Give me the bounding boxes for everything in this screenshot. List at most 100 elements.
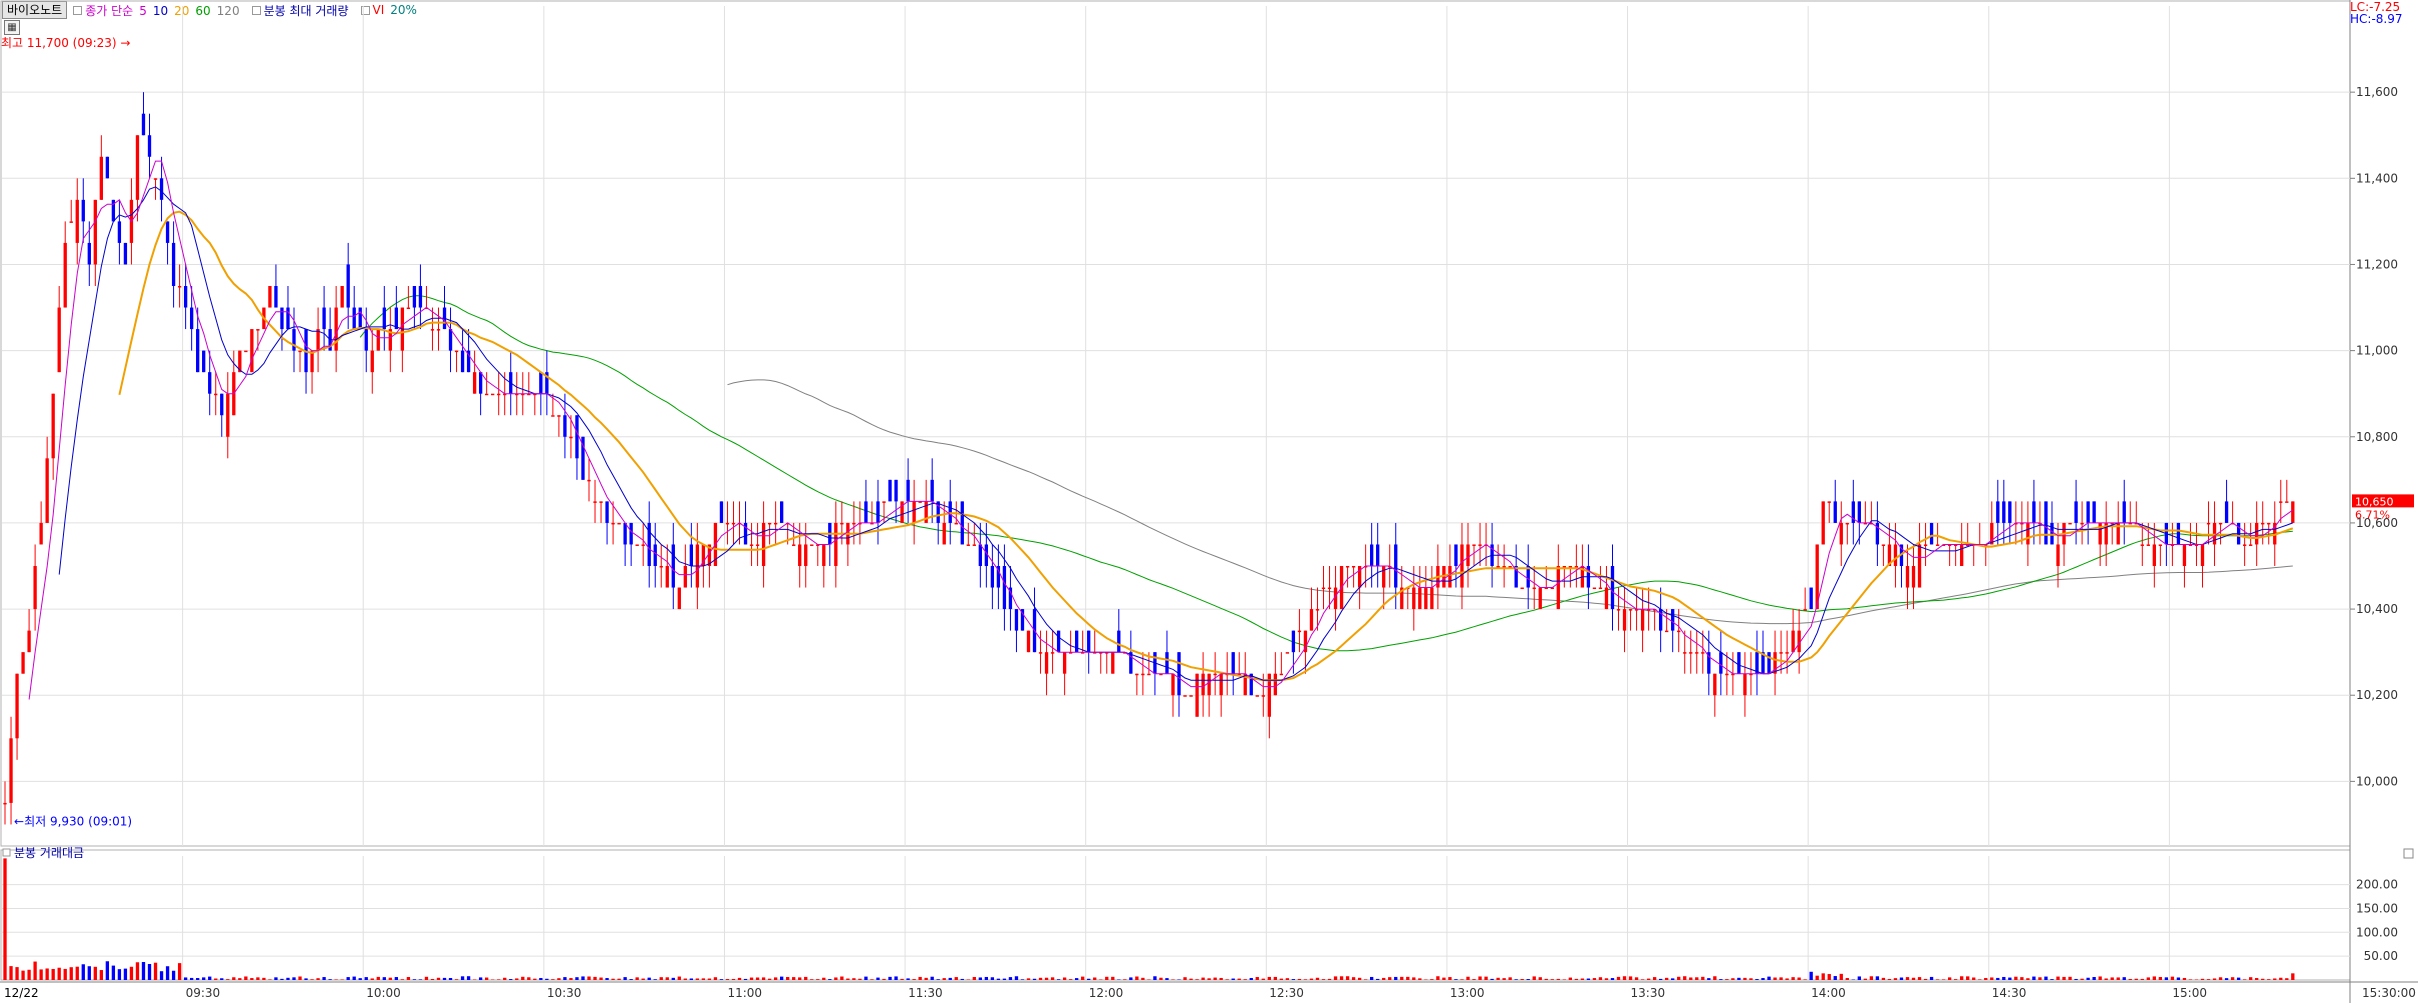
volume-tick-label: 50.00 (2364, 949, 2398, 963)
volume-bar (93, 966, 97, 980)
candle-body (2206, 522, 2211, 525)
candle-body (2050, 522, 2054, 545)
volume-bar (1574, 978, 1579, 980)
date-label: 12/22 (4, 986, 39, 1000)
candle-body (1911, 566, 1916, 588)
vi-label: VI (372, 3, 385, 17)
volume-checkbox[interactable] (251, 5, 261, 15)
moving-average-legend: 종가 단순 5 10 20 60 120 (85, 2, 245, 19)
candle-body (2182, 544, 2187, 566)
volume-bar (2014, 976, 2018, 980)
candle-body (707, 544, 712, 566)
candle-body (1020, 609, 1025, 631)
candle-body (804, 544, 808, 566)
volume-bar (1508, 977, 1512, 980)
volume-bar (466, 976, 471, 980)
candle-body (1845, 522, 1849, 525)
volume-bar (1442, 977, 1446, 980)
volume-bar (1821, 973, 1825, 980)
candle-body (653, 544, 657, 566)
candle-body (1803, 609, 1807, 611)
candle-body (171, 242, 176, 286)
candle-body (1628, 609, 1633, 611)
candle-body (1785, 652, 1789, 654)
ma-legend-item: 60 (195, 3, 211, 18)
candle-body (1610, 566, 1615, 610)
candle-body (1646, 609, 1651, 611)
candle-body (2152, 544, 2156, 566)
volume-bar (1887, 978, 1892, 980)
candle-body (1026, 630, 1031, 653)
candle-body (924, 501, 928, 523)
candle-body (1273, 673, 1277, 696)
candle-body (1827, 501, 1831, 503)
candle-body (545, 372, 549, 394)
volume-bar (1255, 977, 1259, 980)
volume-bar (117, 969, 122, 980)
volume-bar (1996, 977, 2000, 980)
ma-checkbox[interactable] (73, 5, 83, 15)
candle-body (1424, 587, 1428, 610)
volume-bar (1388, 977, 1392, 980)
volume-bar (478, 977, 483, 980)
volume-bar (2291, 973, 2295, 980)
volume-bar (328, 979, 332, 980)
stock-name-button[interactable]: 바이오노트 (2, 1, 68, 19)
candle-body (334, 307, 338, 351)
candle-body (1550, 587, 1554, 590)
volume-bar (611, 978, 615, 980)
candle-body (1141, 673, 1145, 676)
candle-body (551, 415, 555, 417)
volume-bar (298, 976, 302, 980)
candle-body (2014, 522, 2018, 525)
volume-bar (1947, 977, 1952, 980)
candle-body (2068, 522, 2072, 525)
volume-bar (1165, 978, 1169, 980)
volume-bar (1972, 977, 1976, 980)
volume-bar (2128, 978, 2132, 980)
candle-body (1707, 652, 1711, 674)
upper-limit-label: HC:-8.97 (2350, 12, 2403, 26)
volume-bar (1418, 978, 1422, 980)
vi-checkbox[interactable] (360, 5, 370, 15)
candle-body (1929, 522, 1934, 545)
candle-body (1797, 630, 1801, 653)
candle-body (135, 135, 140, 200)
candle-body (448, 329, 453, 351)
volume-bar (1707, 978, 1711, 980)
candle-body (1056, 630, 1061, 653)
candle-body (1616, 609, 1621, 611)
volume-bar (1472, 979, 1476, 980)
volume-bar (1616, 976, 1621, 980)
candle-body (2098, 522, 2102, 545)
candle-body (1526, 566, 1530, 588)
volume-bar (310, 979, 314, 980)
volume-bar (171, 970, 176, 980)
candle-body (2008, 501, 2012, 523)
current-price-label: 10,650 (2355, 495, 2394, 508)
volume-bar (135, 962, 140, 980)
volume-bar (1478, 976, 1482, 980)
volume-bar (322, 977, 326, 980)
candle-body (322, 307, 326, 330)
volume-bar (984, 976, 989, 980)
grid-settings-icon[interactable]: ▦ (4, 20, 20, 35)
volume-bar (1556, 978, 1560, 980)
candle-body (51, 393, 55, 459)
volume-bar (1002, 978, 1007, 980)
volume-bar (2086, 977, 2090, 980)
candle-body (123, 242, 128, 265)
candle-body (298, 350, 302, 353)
volume-bar (1725, 979, 1729, 980)
candle-body (1075, 630, 1079, 653)
candle-body (1062, 652, 1067, 674)
candle-body (310, 350, 314, 373)
candle-body (1809, 587, 1813, 610)
candle-body (1327, 587, 1332, 590)
candle-body (208, 372, 212, 394)
volume-bar (1382, 977, 1386, 980)
volume-bar (51, 968, 55, 980)
volume-bar (2194, 979, 2199, 980)
volume-bar (996, 978, 1001, 980)
time-tick-label: 11:30 (908, 986, 943, 1000)
